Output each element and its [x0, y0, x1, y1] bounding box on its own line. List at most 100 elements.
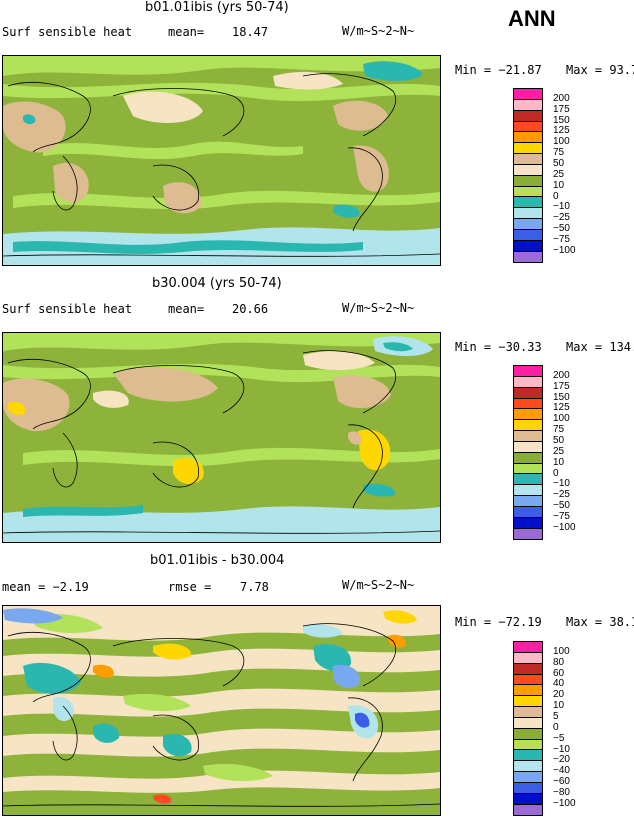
panel-3-map: [2, 605, 441, 816]
legend-swatch: [513, 473, 543, 485]
panel-3-min: Min = −72.19: [455, 615, 542, 629]
panel-1-title: b01.01ibis (yrs 50-74): [145, 0, 289, 15]
legend-level-label: 125: [553, 402, 570, 414]
legend-swatch: [513, 218, 543, 229]
legend-level-label: 5: [553, 710, 559, 722]
legend-swatch: [513, 760, 543, 772]
panel-3-max: Max = 38.17: [566, 615, 634, 629]
panel-3-legend: [513, 641, 543, 816]
legend-level-label: 50: [553, 434, 565, 446]
legend-swatch: [513, 365, 543, 376]
legend-swatch: [513, 462, 543, 474]
legend-swatch: [513, 207, 543, 219]
panel-1-stat-label: mean=: [168, 25, 205, 39]
legend-swatch: [513, 408, 543, 420]
legend-level-label: 175: [553, 380, 570, 392]
legend-swatch: [513, 375, 543, 387]
panel-3-stat-value: 7.78: [240, 580, 269, 594]
panel-2-title: b30.004 (yrs 50-74): [152, 276, 282, 291]
legend-level-label: 80: [553, 656, 565, 668]
legend-level-label: 75: [553, 147, 565, 159]
legend-level-label: −80: [553, 786, 570, 798]
legend-level-label: 150: [553, 391, 570, 403]
legend-swatch: [513, 185, 543, 197]
legend-level-label: 10: [553, 179, 565, 191]
legend-level-label: 100: [553, 413, 570, 425]
panel-2-max: Max = 134.72: [566, 340, 634, 354]
legend-swatch: [513, 142, 543, 154]
legend-swatch: [513, 771, 543, 782]
legend-swatch: [513, 738, 543, 750]
legend-level-label: 100: [553, 645, 570, 657]
legend-level-label: 200: [553, 369, 570, 381]
legend-level-label: 10: [553, 700, 565, 712]
legend-level-label: 0: [553, 190, 559, 202]
legend-level-label: −100: [553, 797, 576, 809]
legend-swatch: [513, 505, 543, 517]
panel-1-variable-label: Surf sensible heat: [2, 25, 133, 39]
legend-swatch: [513, 673, 543, 685]
legend-level-label: 100: [553, 136, 570, 148]
legend-swatch: [513, 695, 543, 707]
legend-swatch: [513, 98, 543, 110]
legend-swatch: [513, 651, 543, 663]
panel-1-stat-value: 18.47: [232, 25, 269, 39]
panel-2-stat-label: mean=: [168, 302, 205, 316]
panel-1-units: W/m~S~2~N~: [342, 24, 415, 38]
panel-3-stat-label: rmse =: [168, 580, 212, 594]
legend-level-label: 20: [553, 689, 565, 701]
panel-3-mean-label: mean = −2.19: [2, 580, 89, 594]
panel-2-map-svg: [3, 333, 440, 542]
legend-level-label: 0: [553, 467, 559, 479]
legend-level-label: 175: [553, 103, 570, 115]
legend-swatch: [513, 430, 543, 441]
legend-swatch: [513, 250, 543, 263]
legend-swatch: [513, 120, 543, 132]
legend-level-label: 0: [553, 721, 559, 733]
legend-swatch: [513, 803, 543, 816]
legend-swatch: [513, 174, 543, 186]
legend-level-label: 125: [553, 125, 570, 137]
legend-swatch: [513, 88, 543, 99]
legend-level-label: −40: [553, 765, 570, 777]
legend-swatch: [513, 727, 543, 739]
legend-level-label: −25: [553, 489, 570, 501]
panel-2-variable-label: Surf sensible heat: [2, 302, 133, 316]
legend-swatch: [513, 662, 543, 674]
legend-level-label: 25: [553, 445, 565, 457]
legend-swatch: [513, 419, 543, 431]
legend-swatch: [513, 527, 543, 540]
legend-level-label: −5: [553, 732, 565, 744]
legend-swatch: [513, 484, 543, 496]
legend-level-label: −10: [553, 201, 570, 213]
legend-swatch: [513, 440, 543, 452]
legend-level-label: −50: [553, 223, 570, 235]
legend-level-label: 60: [553, 667, 565, 679]
legend-level-label: 150: [553, 114, 570, 126]
panel-2-units: W/m~S~2~N~: [342, 301, 415, 315]
legend-swatch: [513, 153, 543, 164]
legend-level-label: 75: [553, 424, 565, 436]
legend-level-label: 40: [553, 678, 565, 690]
legend-level-label: −100: [553, 521, 576, 533]
panel-2-stat-value: 20.66: [232, 302, 269, 316]
legend-level-label: −25: [553, 212, 570, 224]
panel-2-map: [2, 332, 441, 543]
legend-swatch: [513, 131, 543, 143]
legend-swatch: [513, 781, 543, 793]
legend-level-label: −60: [553, 776, 570, 788]
panel-3-title: b01.01ibis - b30.004: [150, 553, 285, 568]
legend-level-label: −10: [553, 478, 570, 490]
panel-1-map-svg: [3, 56, 440, 265]
legend-swatch: [513, 749, 543, 761]
panel-1-map: [2, 55, 441, 266]
legend-swatch: [513, 109, 543, 121]
panel-1-min: Min = −21.87: [455, 63, 542, 77]
legend-swatch: [513, 641, 543, 652]
panel-1-max: Max = 93.78: [566, 63, 634, 77]
legend-level-label: −10: [553, 743, 570, 755]
panel-3-units: W/m~S~2~N~: [342, 578, 415, 592]
legend-swatch: [513, 451, 543, 463]
panel-2-legend: [513, 365, 543, 540]
legend-swatch: [513, 716, 543, 728]
